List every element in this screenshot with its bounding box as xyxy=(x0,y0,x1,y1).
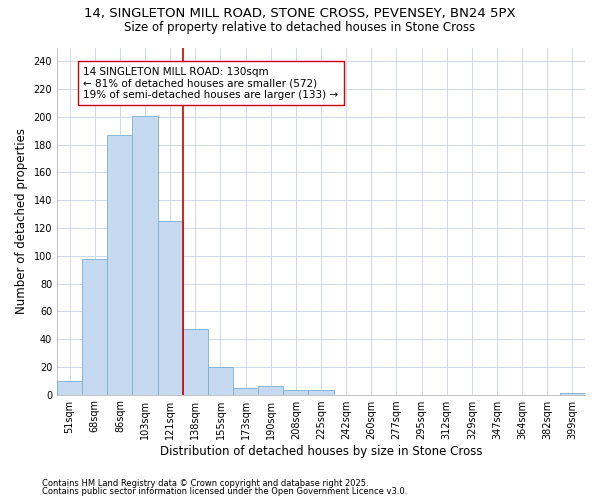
Bar xyxy=(233,388,258,394)
Bar xyxy=(133,116,158,394)
Text: Contains HM Land Registry data © Crown copyright and database right 2025.: Contains HM Land Registry data © Crown c… xyxy=(42,478,368,488)
Bar xyxy=(107,135,133,394)
Text: 14, SINGLETON MILL ROAD, STONE CROSS, PEVENSEY, BN24 5PX: 14, SINGLETON MILL ROAD, STONE CROSS, PE… xyxy=(84,8,516,20)
Bar xyxy=(258,386,283,394)
Text: Size of property relative to detached houses in Stone Cross: Size of property relative to detached ho… xyxy=(124,21,476,34)
Bar xyxy=(82,258,107,394)
Bar xyxy=(308,390,334,394)
Text: 14 SINGLETON MILL ROAD: 130sqm
← 81% of detached houses are smaller (572)
19% of: 14 SINGLETON MILL ROAD: 130sqm ← 81% of … xyxy=(83,66,338,100)
Y-axis label: Number of detached properties: Number of detached properties xyxy=(15,128,28,314)
X-axis label: Distribution of detached houses by size in Stone Cross: Distribution of detached houses by size … xyxy=(160,444,482,458)
Bar xyxy=(208,367,233,394)
Bar xyxy=(57,380,82,394)
Bar xyxy=(560,393,585,394)
Bar xyxy=(158,221,183,394)
Text: Contains public sector information licensed under the Open Government Licence v3: Contains public sector information licen… xyxy=(42,487,407,496)
Bar xyxy=(183,330,208,394)
Bar xyxy=(283,390,308,394)
